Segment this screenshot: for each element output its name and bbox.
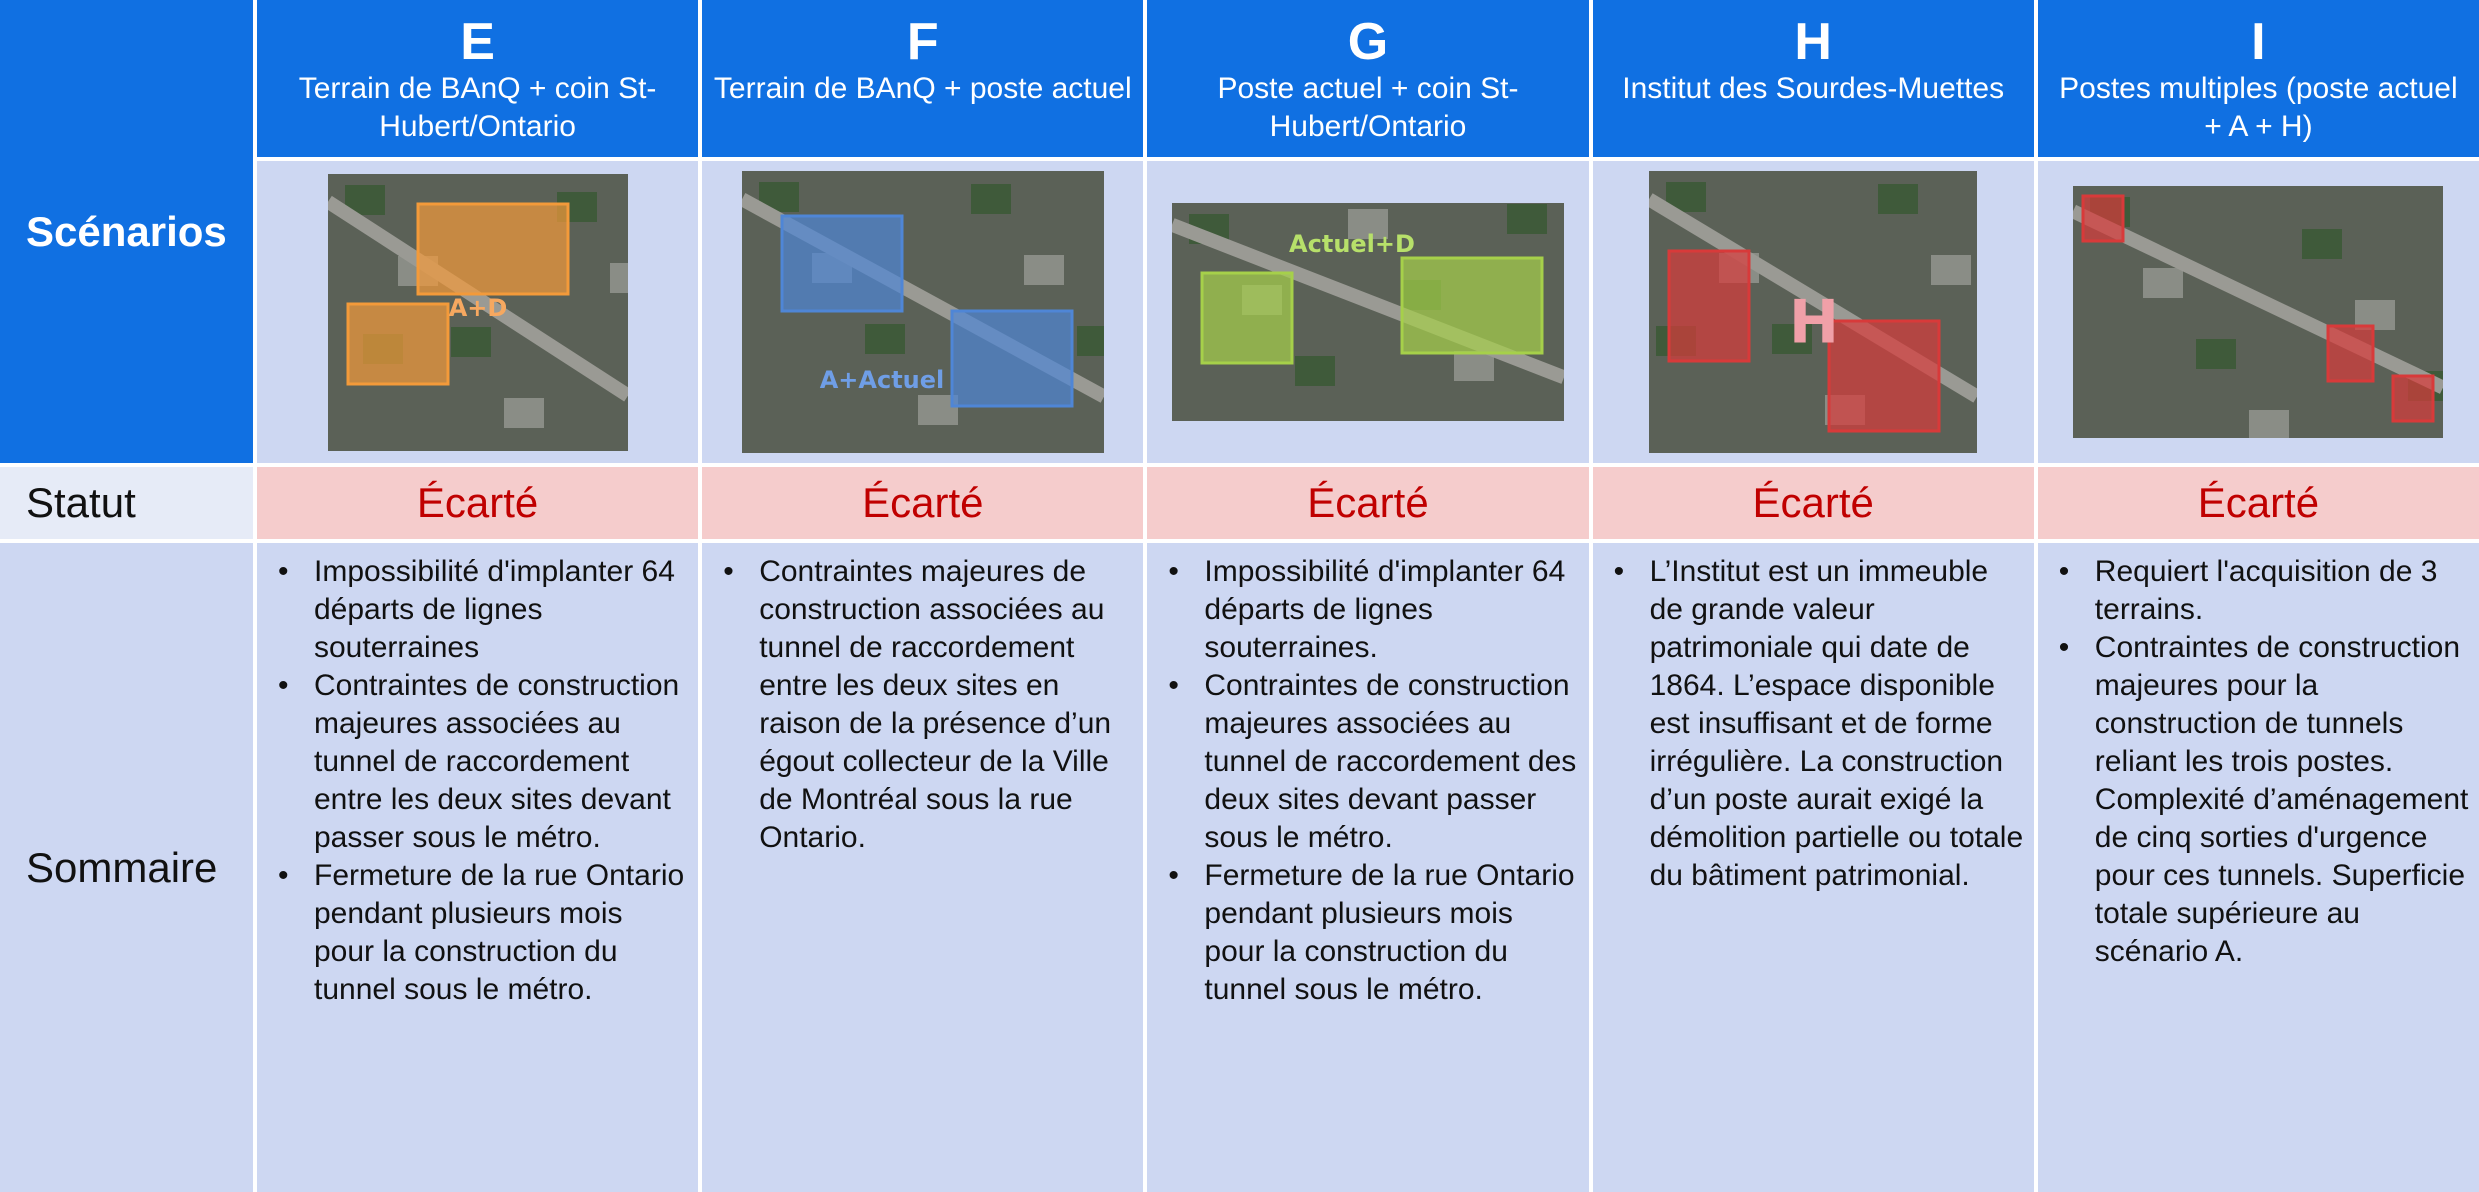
image-cell: A+D	[257, 161, 699, 463]
scenario-letter: E	[460, 13, 495, 71]
building	[1294, 356, 1335, 386]
summary-item: Contraintes de construction majeures ass…	[278, 667, 690, 857]
map-label: A+D	[448, 294, 507, 322]
summary-list: Contraintes majeures de construction ass…	[702, 553, 1135, 857]
summary-item: Fermeture de la rue Ontario pendant plus…	[278, 857, 690, 1009]
map-label: H	[1789, 288, 1839, 358]
status-cell: Écarté	[1592, 467, 2034, 539]
street	[327, 195, 628, 401]
summary-list: L’Institut est un immeuble de grande val…	[1593, 553, 2026, 895]
scenario-title: Postes multiples (poste actuel + A + H)	[2059, 72, 2458, 143]
building	[1076, 326, 1104, 356]
aerial-image: H	[1649, 171, 1978, 453]
scenario-title: Institut des Sourdes-Muettes	[1622, 72, 2005, 105]
summary-item: L’Institut est un immeuble de grande val…	[1614, 553, 2026, 895]
column-header: I Postes multiples (poste actuel + A + H)	[2037, 0, 2479, 157]
row-label: Sommaire	[0, 543, 253, 1192]
building	[450, 326, 491, 357]
building	[609, 262, 628, 293]
summary-item: Impossibilité d'implanter 64 départs de …	[278, 553, 690, 667]
image-cell: A+Actuel	[702, 161, 1144, 463]
aerial-image: A+D	[327, 173, 628, 451]
building	[2196, 339, 2237, 369]
summary-cell: Requiert l'acquisition de 3 terrains.Con…	[2037, 543, 2479, 1192]
summary-list: Impossibilité d'implanter 64 départs de …	[257, 553, 690, 1009]
image-cell	[2037, 161, 2479, 463]
scenario-title: Terrain de BAnQ + poste actuel	[713, 72, 1132, 105]
row-label: Scénarios	[0, 0, 253, 463]
summary-list: Requiert l'acquisition de 3 terrains.Con…	[2038, 553, 2471, 971]
scenario-letter: F	[906, 13, 939, 71]
summary-item: Contraintes de construction majeures ass…	[1168, 667, 1580, 857]
building	[1023, 255, 1064, 285]
site-area	[346, 302, 450, 385]
site-area	[1200, 271, 1294, 365]
status-cell: Écarté	[2037, 467, 2479, 539]
column-header: G Poste actuel + coin St-Hubert/Ontario	[1147, 0, 1589, 157]
map-label: Actuel+D	[1289, 230, 1415, 258]
scenario-title: Terrain de BAnQ + coin St-Hubert/Ontario	[298, 72, 657, 143]
street	[2073, 204, 2444, 394]
summary-item: Contraintes majeures de construction ass…	[723, 553, 1135, 857]
scenario-letter: G	[1347, 13, 1389, 71]
summary-cell: Impossibilité d'implanter 64 départs de …	[257, 543, 699, 1192]
building	[864, 324, 905, 354]
summary-cell: Contraintes majeures de construction ass…	[702, 543, 1144, 1192]
building	[1347, 209, 1388, 239]
site-area	[1827, 319, 1941, 433]
column-header: H Institut des Sourdes-Muettes	[1592, 0, 2034, 157]
scenario-letter: H	[1794, 13, 1832, 71]
scenario-title: Poste actuel + coin St-Hubert/Ontario	[1217, 72, 1519, 143]
summary-item: Fermeture de la rue Ontario pendant plus…	[1168, 857, 1580, 1009]
site-area	[1400, 256, 1544, 355]
summary-item: Impossibilité d'implanter 64 départs de …	[1168, 553, 1580, 667]
column-header: F Terrain de BAnQ + poste actuel	[702, 0, 1144, 157]
site-area	[950, 309, 1074, 408]
scenario-letter: I	[2251, 13, 2266, 71]
summary-item: Requiert l'acquisition de 3 terrains.	[2059, 553, 2471, 629]
image-cell: H	[1592, 161, 2034, 463]
building	[2302, 229, 2343, 259]
aerial-image: Actuel+D	[1171, 203, 1564, 421]
building	[1772, 324, 1813, 354]
summary-list: Impossibilité d'implanter 64 départs de …	[1147, 553, 1580, 1009]
map-label: A+Actuel	[820, 366, 945, 394]
status-cell: Écarté	[1147, 467, 1589, 539]
status-cell: Écarté	[257, 467, 699, 539]
building	[2143, 268, 2184, 298]
aerial-image	[2073, 186, 2444, 438]
column-header: E Terrain de BAnQ + coin St-Hubert/Ontari…	[257, 0, 699, 157]
site-area	[1667, 249, 1751, 363]
building	[1878, 184, 1919, 214]
site-area	[416, 202, 570, 295]
site-area	[2326, 324, 2375, 383]
building	[503, 397, 544, 428]
building	[970, 184, 1011, 214]
row-label: Statut	[0, 467, 253, 539]
aerial-image: A+Actuel	[741, 171, 1104, 453]
building	[1931, 255, 1972, 285]
site-area	[780, 214, 904, 313]
site-area	[2391, 374, 2435, 423]
building	[1453, 351, 1494, 381]
building	[1506, 204, 1547, 234]
summary-cell: L’Institut est un immeuble de grande val…	[1592, 543, 2034, 1192]
summary-cell: Impossibilité d'implanter 64 départs de …	[1147, 543, 1589, 1192]
site-area	[2081, 194, 2125, 243]
image-cell: Actuel+D	[1147, 161, 1589, 463]
summary-item: Contraintes de construction majeures pou…	[2059, 629, 2471, 971]
status-cell: Écarté	[702, 467, 1144, 539]
building	[2249, 410, 2290, 438]
